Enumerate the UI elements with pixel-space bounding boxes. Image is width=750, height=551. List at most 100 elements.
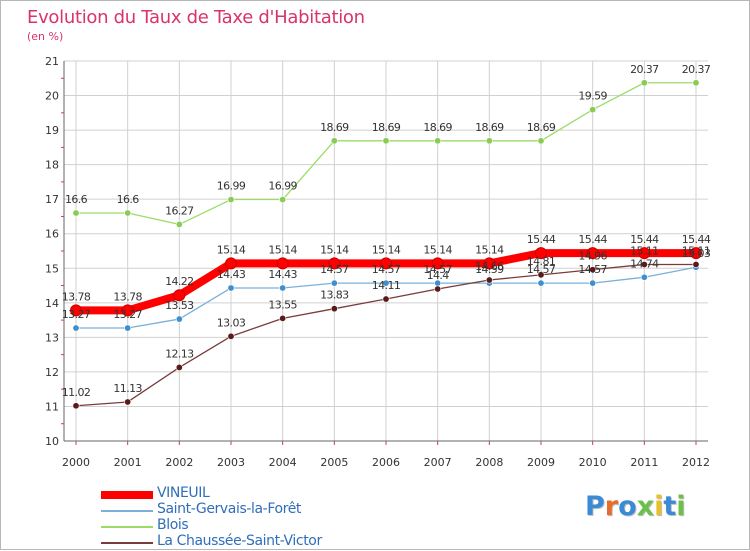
data-point-vineuil: [121, 304, 134, 317]
legend-swatch: [101, 542, 153, 544]
data-point-la-chaussee-saint-victor: [72, 402, 80, 410]
data-label: 15.44: [630, 233, 659, 246]
data-label: 15.11: [630, 244, 659, 257]
data-label: 14.57: [527, 263, 556, 276]
data-label: 15.44: [578, 233, 607, 246]
y-tick-label: 11: [45, 400, 59, 413]
data-point-saint-gervais-la-foret: [537, 279, 545, 287]
data-point-saint-gervais-la-foret: [640, 273, 648, 281]
legend-label: Blois: [157, 517, 189, 533]
data-point-la-chaussee-saint-victor: [640, 260, 648, 268]
data-label: 11.13: [113, 382, 142, 395]
data-label: 13.27: [62, 308, 91, 321]
x-tick-label: 2002: [165, 456, 193, 469]
data-label: 15.14: [320, 243, 349, 256]
legend-label: La Chaussée-Saint-Victor: [157, 533, 322, 549]
data-point-blois: [382, 137, 390, 145]
x-tick-label: 2011: [630, 456, 658, 469]
data-point-blois: [279, 196, 287, 204]
data-label: 13.55: [268, 298, 297, 311]
data-label: 15.03: [682, 247, 711, 260]
data-point-saint-gervais-la-foret: [382, 279, 390, 287]
legend-swatch: [101, 491, 153, 499]
data-label: 13.03: [217, 316, 246, 329]
data-point-saint-gervais-la-foret: [227, 284, 235, 292]
x-tick-label: 2010: [579, 456, 607, 469]
data-label: 14.57: [320, 263, 349, 276]
logo-letter: o: [618, 491, 637, 522]
data-point-la-chaussee-saint-victor: [434, 285, 442, 293]
logo-letter: r: [604, 491, 619, 522]
chart-title: Evolution du Taux de Taxe d'Habitation: [27, 7, 365, 28]
chart-unit: (en %): [27, 30, 64, 43]
data-label: 14.59: [475, 263, 504, 276]
data-point-blois: [330, 137, 338, 145]
data-label: 11.02: [62, 386, 91, 399]
data-label: 13.78: [62, 290, 91, 303]
y-tick-label: 16: [45, 228, 59, 241]
data-label: 13.27: [113, 308, 142, 321]
data-label: 18.69: [527, 121, 556, 134]
data-label: 16.6: [117, 193, 140, 206]
data-point-la-chaussee-saint-victor: [692, 260, 700, 268]
data-label: 19.59: [578, 90, 607, 103]
data-label: 20.37: [682, 63, 711, 76]
data-point-blois: [434, 137, 442, 145]
data-label: 16.99: [217, 180, 246, 193]
data-label: 14.11: [372, 279, 401, 292]
data-label: 14.57: [578, 263, 607, 276]
legend-label: Saint-Gervais-la-Forêt: [157, 501, 301, 517]
y-tick-label: 18: [45, 159, 59, 172]
data-label: 18.69: [475, 121, 504, 134]
data-point-saint-gervais-la-foret: [279, 284, 287, 292]
data-point-la-chaussee-saint-victor: [382, 295, 390, 303]
x-tick-label: 2009: [527, 456, 555, 469]
data-point-vineuil: [535, 247, 547, 260]
data-label: 12.13: [165, 347, 194, 360]
logo-letter: x: [636, 491, 655, 522]
data-label: 14.74: [630, 257, 659, 270]
data-point-vineuil: [380, 257, 392, 270]
y-tick-label: 17: [45, 193, 59, 206]
data-point-blois: [640, 79, 648, 87]
data-label: 16.6: [65, 193, 88, 206]
data-label: 16.99: [268, 180, 297, 193]
x-tick-label: 2004: [269, 456, 297, 469]
data-label: 15.14: [217, 243, 246, 256]
data-label: 18.69: [423, 121, 452, 134]
data-point-blois: [227, 196, 235, 204]
data-label: 14.96: [578, 250, 607, 263]
data-point-blois: [692, 79, 700, 87]
data-label: 14.57: [372, 263, 401, 276]
data-point-saint-gervais-la-foret: [72, 324, 80, 332]
data-point-la-chaussee-saint-victor: [279, 314, 287, 322]
data-point-vineuil: [586, 247, 599, 260]
data-point-blois: [124, 209, 132, 217]
data-point-vineuil: [225, 257, 237, 270]
data-point-blois: [589, 106, 597, 114]
data-point-saint-gervais-la-foret: [124, 324, 132, 332]
axes: 10 11 12 13 14 15 16 17 18 19 20 21 2000 2001 2002 2003…: [45, 55, 710, 469]
data-point-blois: [537, 137, 545, 145]
legend-swatch: [101, 526, 153, 528]
data-point-vineuil: [483, 257, 496, 270]
data-point-vineuil: [276, 257, 289, 270]
data-label: 15.44: [682, 233, 711, 246]
data-point-blois: [175, 220, 183, 228]
data-point-la-chaussee-saint-victor: [330, 305, 338, 313]
data-point-vineuil: [431, 257, 444, 270]
data-label: 14.43: [268, 268, 297, 281]
data-label: 14.4: [427, 269, 450, 282]
data-label: 18.69: [320, 121, 349, 134]
logo-letter: t: [663, 491, 677, 522]
y-tick-label: 19: [45, 124, 59, 137]
data-label: 14.43: [217, 268, 246, 281]
data-point-la-chaussee-saint-victor: [124, 398, 132, 406]
logo-letter: P: [585, 491, 605, 522]
data-label: 14.81: [527, 255, 556, 268]
x-tick-label: 2005: [320, 456, 348, 469]
y-tick-label: 10: [45, 435, 59, 448]
logo-letter: i: [654, 491, 664, 522]
